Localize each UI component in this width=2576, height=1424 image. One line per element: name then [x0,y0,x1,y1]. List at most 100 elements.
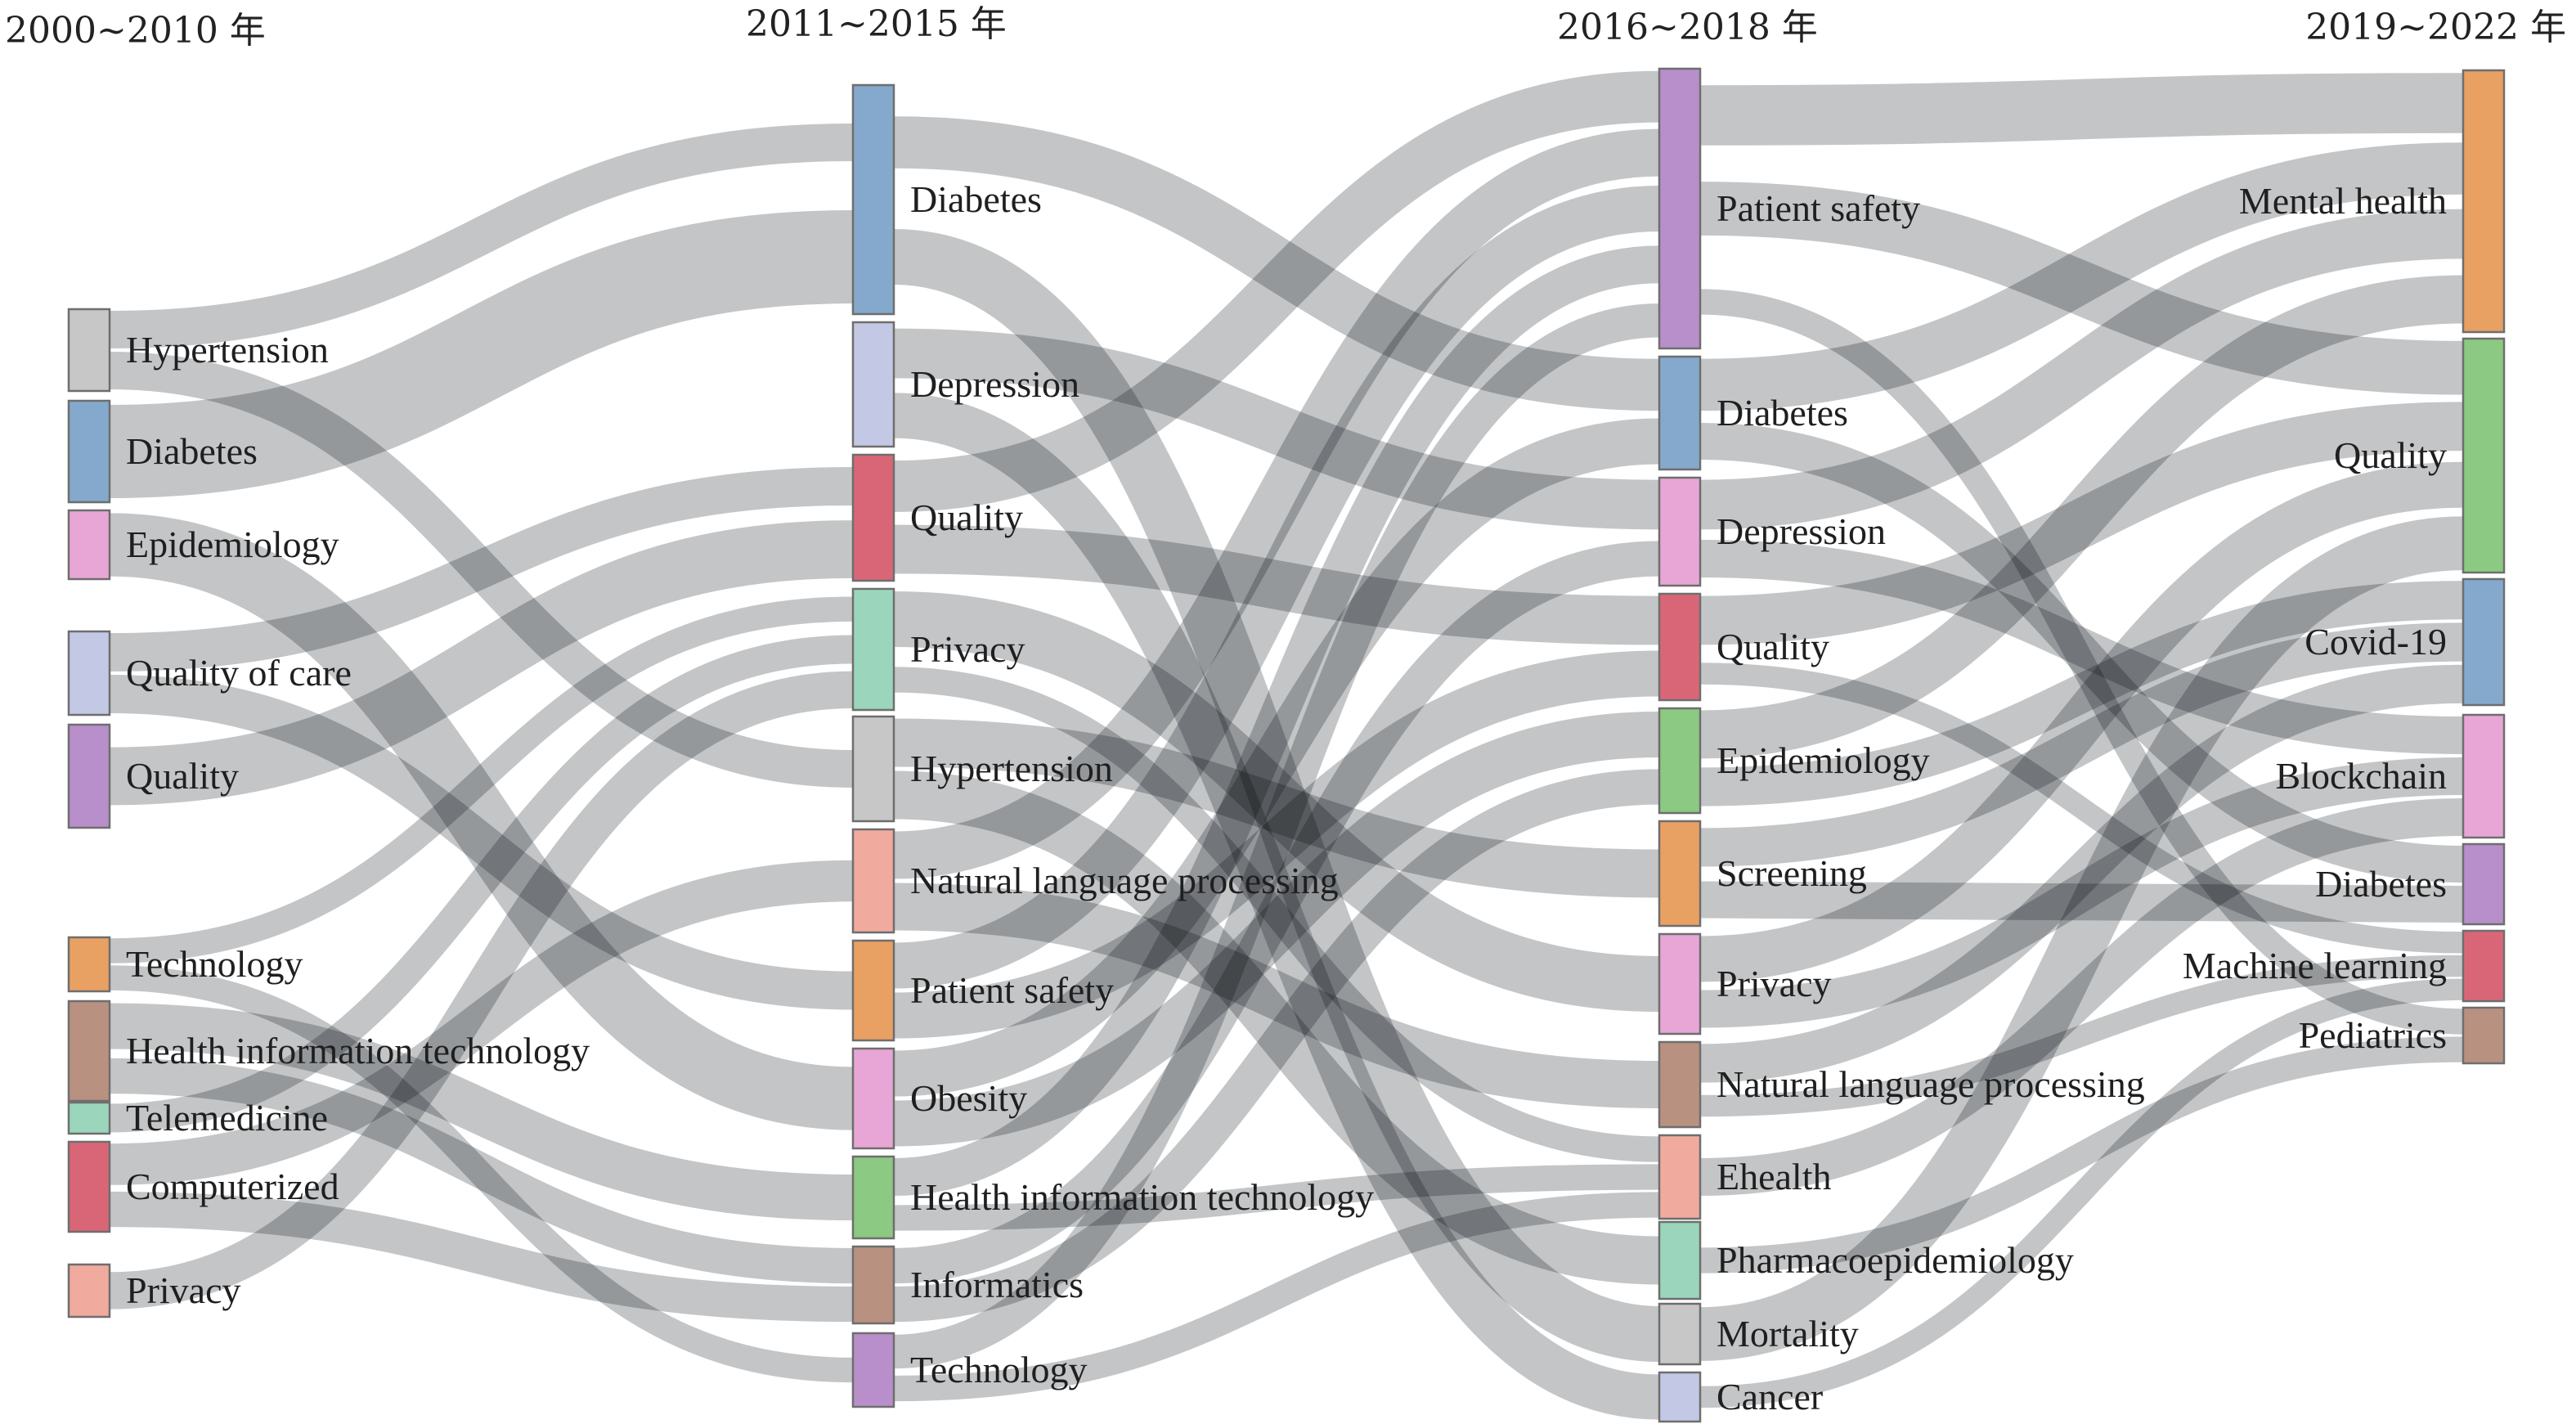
flow-link [1699,516,2464,1361]
node-bar [67,936,111,993]
node-bar [851,828,895,934]
flow-link [109,1003,854,1221]
node-bar [851,939,895,1042]
flow-link [1699,209,2464,530]
flow-link [1699,73,2464,146]
column-header: 2019~2022 年 [2305,7,2566,48]
node-label: Quality [2334,434,2447,476]
node-label: Patient safety [910,969,1114,1011]
node-bar [851,1047,895,1150]
node-label: Diabetes [126,430,258,472]
node-label: Cancer [1717,1376,1823,1417]
node-bar [2462,577,2506,707]
flow-link [109,671,854,1309]
node-bar [1658,1134,1702,1220]
node-label: Quality [910,496,1023,538]
flow-link [1699,664,2464,1083]
nodes-layer [67,67,2506,1423]
node-label: Patient safety [1717,187,1920,229]
flow-link [109,596,854,964]
node-label: Screening [1717,852,1867,894]
node-bar [67,308,111,393]
node-bar [2462,1006,2506,1065]
node-bar [1658,355,1702,471]
node-label: Hypertension [126,329,329,371]
node-label: Health information technology [910,1176,1374,1218]
flow-link [109,209,854,499]
node-label: Technology [910,1349,1088,1390]
node-bar [2462,337,2506,574]
node-label: Quality of care [126,652,352,694]
flow-link [109,675,854,1010]
column-header: 2000~2010 年 [5,10,266,52]
node-label: Natural language processing [910,860,1339,901]
node-label: Depression [1717,510,1886,552]
flow-link [109,520,854,806]
node-label: Informatics [910,1264,1084,1305]
node-label: Quality [1717,626,1829,667]
node-bar [67,1101,111,1135]
node-label: Privacy [1717,963,1832,1004]
node-label: Natural language processing [1717,1063,2145,1105]
node-bar [2462,929,2506,1003]
node-bar [851,1332,895,1408]
node-bar [2462,69,2506,334]
flow-link [1699,1036,2464,1274]
node-bar [851,453,895,582]
node-label: Mortality [1717,1313,1859,1354]
node-label: Depression [910,363,1079,405]
node-label: Computerized [126,1166,339,1207]
node-label: Epidemiology [1717,739,1930,781]
node-bar [851,1155,895,1240]
node-label: Privacy [126,1269,241,1311]
labels-layer: Hypertension Diabetes Epidemiology Quality … [126,178,2447,1417]
node-bar [1658,707,1702,815]
flow-link [893,185,1660,989]
node-bar [2462,842,2506,926]
node-bar [1658,1040,1702,1129]
node-bar [67,999,111,1103]
node-label: Hypertension [910,748,1113,789]
flow-link [1699,275,2464,759]
node-label: Diabetes [1717,392,1848,433]
node-bar [1658,1371,1702,1423]
node-bar [851,715,895,823]
node-label: Technology [126,943,303,985]
flow-link [1699,978,2464,1408]
node-label: Diabetes [910,178,1042,220]
node-label: Health information technology [126,1030,590,1071]
node-bar [1658,67,1702,350]
node-label: Epidemiology [126,523,339,565]
node-label: Pharmacoepidemiology [1717,1239,2074,1281]
flow-link [893,70,1660,512]
node-label: Obesity [910,1077,1027,1119]
flow-link [1699,955,2464,1117]
node-bar [851,83,895,316]
node-bar [1658,1302,1702,1366]
node-label: Ehealth [1717,1156,1832,1197]
node-label: Covid-19 [2304,621,2447,663]
node-bar [67,399,111,504]
node-bar [67,509,111,581]
flow-link [109,467,854,672]
node-bar [67,630,111,716]
node-bar [67,1263,111,1318]
flow-link [109,1191,854,1323]
node-label: Machine learning [2183,945,2447,986]
node-bar [1658,1220,1702,1300]
links-layer [109,70,2464,1420]
node-bar [67,723,111,829]
node-bar [1658,592,1702,702]
node-bar [851,321,895,448]
node-label: Diabetes [2315,863,2447,905]
node-label: Pediatrics [2299,1014,2447,1056]
flow-link [109,635,854,1133]
node-bar [1658,476,1702,587]
column-header: 2016~2018 年 [1557,7,1818,48]
flow-link [1699,461,2464,982]
node-label: Quality [126,755,239,797]
node-label: Mental health [2239,180,2447,222]
flow-link [109,124,854,348]
node-bar [1658,820,1702,928]
